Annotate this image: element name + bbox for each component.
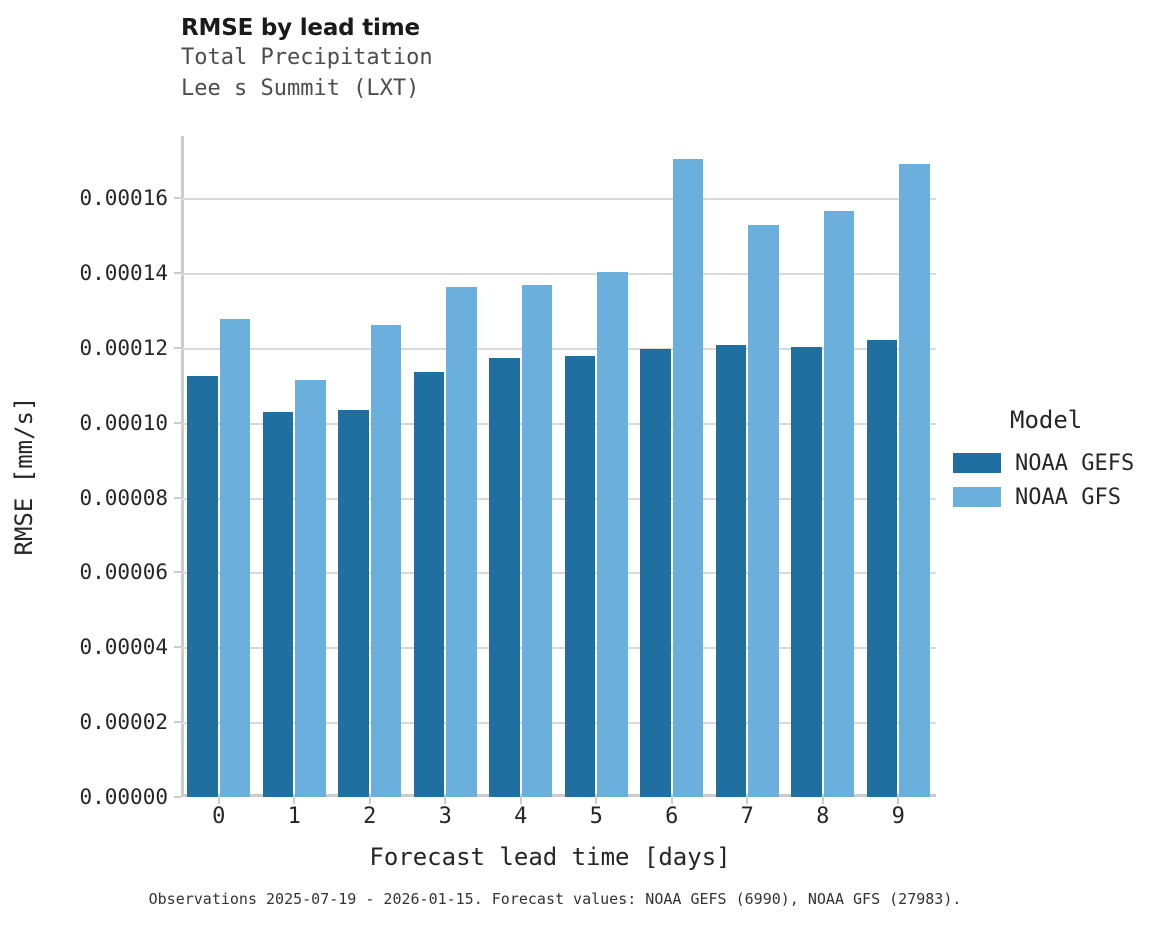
x-tick-label: 5 — [589, 804, 603, 829]
x-tick-mark — [746, 797, 749, 804]
y-tick-label: 0.00016 — [79, 186, 168, 210]
x-tick-mark — [670, 797, 673, 804]
y-tick-label: 0.00012 — [79, 335, 168, 360]
x-axis-spine — [181, 794, 936, 797]
bar — [262, 412, 294, 797]
x-axis-title: Forecast lead time [days] — [369, 843, 731, 871]
legend-title: Model — [1010, 406, 1083, 434]
legend-item[interactable]: NOAA GFS — [953, 481, 1163, 513]
bar — [219, 318, 251, 797]
y-tick-label: 0.00014 — [79, 260, 168, 285]
y-tick-mark — [174, 571, 181, 574]
gridline — [181, 422, 936, 425]
bar — [791, 346, 822, 797]
y-tick-mark — [174, 721, 181, 724]
gridline — [181, 647, 936, 650]
x-tick-label: 1 — [287, 804, 301, 829]
y-tick-mark — [174, 796, 181, 798]
legend-swatch-icon — [953, 453, 1001, 473]
bar — [446, 286, 477, 797]
bar — [899, 164, 930, 797]
gridline — [181, 497, 936, 500]
gridline — [181, 572, 936, 575]
x-tick-mark — [368, 797, 371, 804]
y-tick-mark — [174, 421, 181, 424]
y-tick-label: 0.00002 — [79, 710, 168, 735]
bar — [187, 375, 218, 797]
bar — [597, 272, 628, 797]
page-title: RMSE by lead time — [181, 15, 420, 41]
legend-swatch-icon — [953, 487, 1001, 507]
gridline — [181, 347, 936, 350]
chart-subtitle-variable: Total Precipitation — [181, 45, 433, 70]
y-tick-mark — [174, 646, 181, 649]
chart-subtitle-station: Lee s Summit (LXT) — [181, 76, 420, 101]
legend: Model NOAA GEFS NOAA GFS — [953, 406, 1163, 515]
x-tick-label: 3 — [438, 804, 452, 829]
x-tick-label: 4 — [514, 804, 528, 829]
x-tick-label: 9 — [891, 804, 905, 829]
legend-item-label: NOAA GEFS — [1015, 450, 1135, 476]
x-tick-label: 6 — [665, 804, 679, 829]
bar — [672, 159, 704, 797]
x-tick-mark — [519, 797, 522, 804]
x-tick-label: 2 — [363, 804, 377, 829]
x-tick-mark — [444, 797, 447, 804]
bar — [715, 344, 747, 797]
y-tick-label: 0.00010 — [79, 410, 168, 435]
bar — [564, 356, 596, 797]
gridline — [181, 722, 936, 725]
bar — [521, 284, 553, 797]
y-tick-mark — [174, 271, 181, 274]
footnote: Observations 2025-07-19 - 2026-01-15. Fo… — [148, 890, 962, 908]
bar — [338, 409, 369, 797]
bar — [295, 380, 326, 797]
gridline — [181, 272, 936, 275]
y-axis-spine — [181, 136, 184, 797]
gridline — [181, 198, 936, 200]
y-axis-title: RMSE [mm/s] — [10, 396, 38, 556]
x-tick-mark — [293, 797, 296, 804]
legend-item-label: NOAA GFS — [1015, 484, 1121, 510]
x-tick-mark — [897, 797, 900, 804]
y-tick-mark — [174, 346, 181, 349]
x-tick-label: 7 — [740, 804, 754, 829]
x-tick-label: 8 — [816, 804, 830, 829]
bar — [823, 211, 855, 797]
x-tick-mark — [217, 797, 220, 804]
x-tick-mark — [821, 797, 824, 804]
x-tick-label: 0 — [212, 804, 226, 829]
bar — [489, 358, 520, 797]
y-tick-label: 0.00000 — [79, 785, 168, 809]
x-tick-mark — [595, 797, 598, 804]
title-block: RMSE by lead time Total Precipitation Le… — [181, 14, 433, 104]
y-tick-mark — [174, 496, 181, 499]
legend-item[interactable]: NOAA GEFS — [953, 447, 1163, 479]
y-tick-label: 0.00004 — [79, 635, 168, 660]
y-tick-label: 0.00006 — [79, 560, 168, 585]
y-tick-mark — [174, 197, 181, 199]
bar — [866, 340, 898, 797]
plot-area — [181, 136, 936, 797]
bar — [413, 372, 445, 797]
bar — [370, 325, 402, 797]
legend-entries: NOAA GEFS NOAA GFS — [953, 447, 1163, 513]
bar — [640, 348, 671, 797]
bar — [748, 225, 779, 797]
y-tick-label: 0.00008 — [79, 485, 168, 510]
